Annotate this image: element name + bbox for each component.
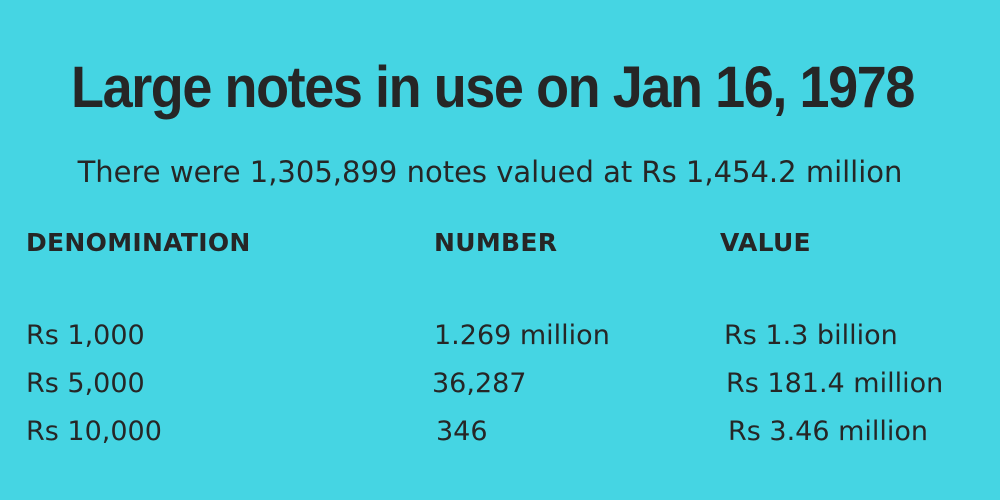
chart-subtitle: There were 1,305,899 notes valued at Rs … [77,155,903,189]
column-header-denomination: DENOMINATION [26,228,251,257]
chart-title: Large notes in use on Jan 16, 1978 [71,55,915,120]
table-cell-number: 36,287 [432,368,527,399]
column-header-number: NUMBER [434,228,558,257]
table-cell-value: Rs 1.3 billion [724,320,898,351]
table-cell-value: Rs 181.4 million [726,368,944,399]
table-cell-number: 346 [436,416,488,447]
table-cell-denomination: Rs 10,000 [26,416,162,447]
table-cell-value: Rs 3.46 million [728,416,929,447]
table-cell-denomination: Rs 1,000 [26,320,145,351]
table-cell-denomination: Rs 5,000 [26,368,145,399]
column-header-value: VALUE [720,228,811,257]
table-cell-number: 1.269 million [434,320,610,351]
